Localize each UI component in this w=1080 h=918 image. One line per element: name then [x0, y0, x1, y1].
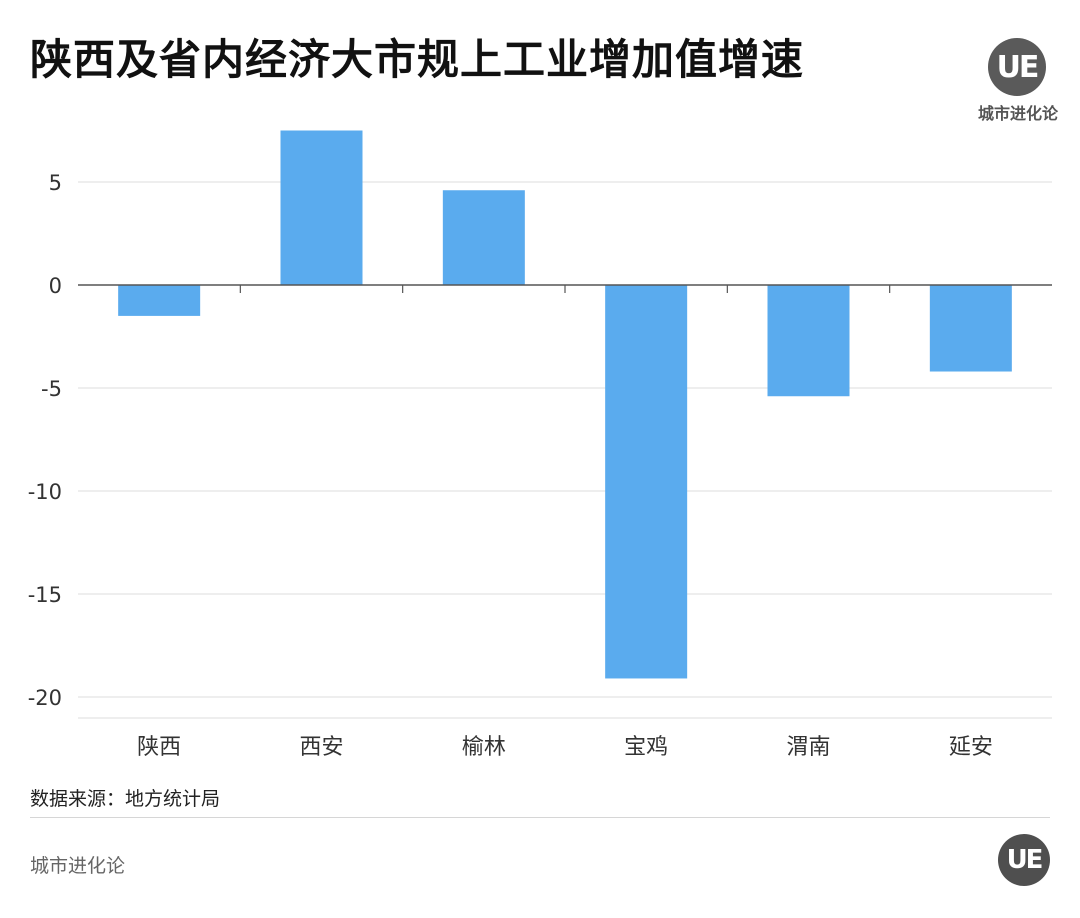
- bar-5: [767, 285, 850, 397]
- bar-1: [118, 285, 201, 316]
- tick-labels: 5 0 -5 -10 -15 -20 陕西 西安 榆林 宝鸡 渭南 延安: [28, 171, 993, 760]
- y-tick-label: -15: [28, 583, 62, 607]
- bars: [118, 130, 1012, 679]
- chart-title: 陕西及省内经济大市规上工业增加值增速: [30, 35, 805, 84]
- footer-brand: 城市进化论: [30, 855, 126, 877]
- x-tick-label: 榆林: [462, 735, 506, 760]
- x-tick-label: 渭南: [786, 735, 830, 760]
- bar-chart: 5 0 -5 -10 -15 -20 陕西 西安 榆林 宝鸡 渭南 延安: [28, 130, 1052, 760]
- footer-divider: [30, 817, 1050, 818]
- bar-2: [280, 130, 363, 285]
- y-tick-label: 0: [49, 274, 62, 298]
- x-tick-label: 西安: [299, 735, 343, 760]
- logo-mark: UE: [996, 49, 1040, 85]
- x-tick-label: 宝鸡: [624, 735, 668, 760]
- bar-3: [442, 190, 525, 285]
- axes: [78, 284, 1052, 293]
- gridlines: [78, 181, 1052, 719]
- bar-6: [929, 285, 1012, 372]
- logo-caption: 城市进化论: [977, 104, 1058, 123]
- footer-ue-logo-icon: UE: [998, 834, 1050, 886]
- x-tick-label: 延安: [949, 735, 993, 760]
- y-tick-label: -5: [41, 377, 62, 401]
- data-source-note: 数据来源：地方统计局: [30, 788, 221, 810]
- y-tick-label: 5: [49, 171, 62, 195]
- x-tick-label: 陕西: [137, 735, 181, 760]
- y-tick-label: -10: [28, 480, 62, 504]
- footer-logo-mark: UE: [1006, 845, 1044, 875]
- ue-logo-icon: UE: [988, 38, 1046, 96]
- y-tick-label: -20: [28, 686, 62, 710]
- bar-4: [605, 285, 688, 679]
